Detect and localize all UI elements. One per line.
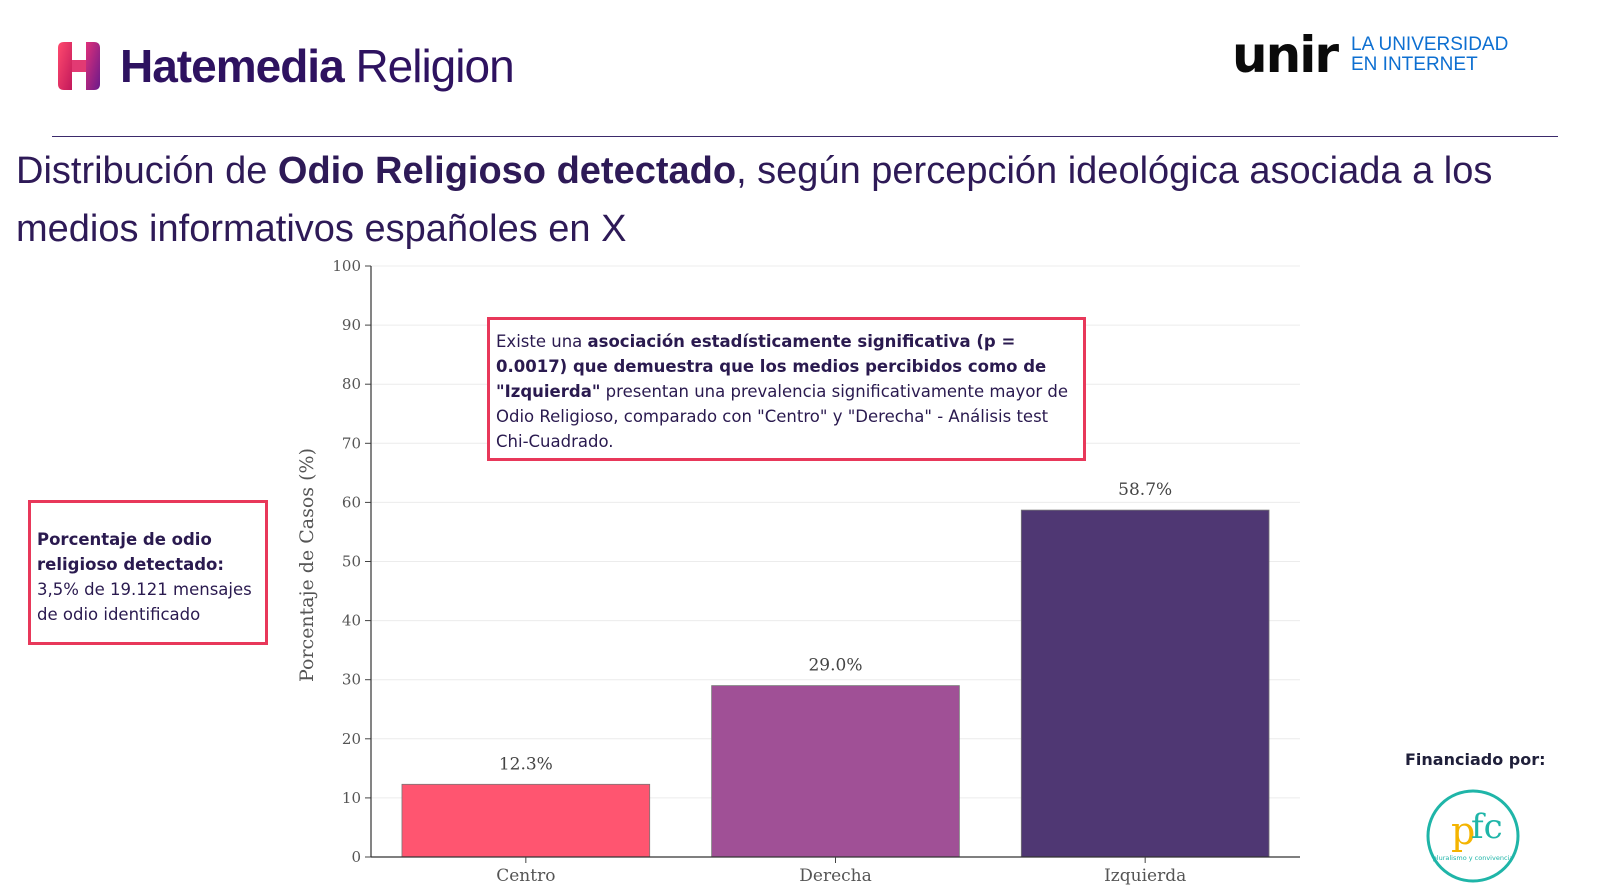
y-tick-label: 30 [342,671,361,689]
title-bold: Odio Religioso detectado [277,150,737,192]
x-tick-label: Centro [496,866,555,886]
y-tick-label: 100 [332,257,361,275]
y-tick-label: 40 [342,612,361,630]
y-tick-label: 10 [342,789,361,807]
y-tick-label: 70 [342,434,361,452]
chi-square-suffix: presentan una prevalencia significativam… [496,382,1069,451]
chi-square-bold: asociación estadísticamente significativ… [496,332,1047,401]
hatemedia-mark-icon [58,42,100,90]
x-tick-label: Derecha [799,866,871,886]
bars: 12.3% 29.0% 58.7% [401,480,1270,858]
unir-tagline: LA UNIVERSIDAD EN INTERNET [1351,35,1508,75]
bar-izquierda [1020,509,1270,858]
bar-value-label: 12.3% [499,754,553,774]
page-title: Distribución de Odio Religioso detectado… [16,142,1596,258]
detection-rate-bold: Porcentaje de odio religioso detectado: [37,530,224,574]
bar-centro [401,783,651,858]
brand-name-bold: Hatemedia [120,40,345,92]
y-tick-label: 90 [342,316,361,334]
detection-rate-text: 3,5% de 19.121 mensajes de odio identifi… [37,580,252,624]
funded-by-label: Financiado por: [1405,750,1546,769]
y-axis-label: Porcentaje de Casos (%) [296,448,318,682]
brand-name-light: Religion [355,40,514,92]
funder-logo-p: p [1451,809,1475,853]
chi-square-note: Existe una asociación estadísticamente s… [487,317,1086,461]
y-tick-label: 20 [342,730,361,748]
chi-square-prefix: Existe una [496,332,588,351]
bar-value-label: 58.7% [1118,480,1172,500]
funder-logo-fc: fc [1471,807,1503,847]
hatemedia-logo: Hatemedia Religion [52,36,515,96]
bar-derecha [711,685,960,858]
brand-name: Hatemedia Religion [120,39,515,93]
y-tick-label: 60 [342,493,361,511]
unir-logo: unir LA UNIVERSIDAD EN INTERNET [1232,30,1508,80]
y-tick-label: 80 [342,375,361,393]
title-prefix: Distribución de [16,150,278,192]
y-tick-label: 50 [342,553,361,571]
header-divider [52,136,1558,137]
unir-wordmark: unir [1232,26,1339,84]
unir-tagline-line2: EN INTERNET [1351,54,1478,75]
axes: 0 10 20 30 40 50 60 70 80 90 100 Centro Derecha Izqui… [332,257,1300,886]
funder-logo-text: pluralismo y convivencia [1433,854,1514,862]
x-tick-label: Izquierda [1104,866,1186,886]
bar-value-label: 29.0% [808,656,862,676]
y-tick-label: 0 [351,848,361,866]
funder-logo: p fc pluralismo y convivencia [1426,789,1520,883]
title-suffix: , según percepción ideológica asociada a… [16,150,1493,250]
detection-rate-note: Porcentaje de odio religioso detectado: … [28,500,268,645]
unir-tagline-line1: LA UNIVERSIDAD [1351,34,1509,55]
